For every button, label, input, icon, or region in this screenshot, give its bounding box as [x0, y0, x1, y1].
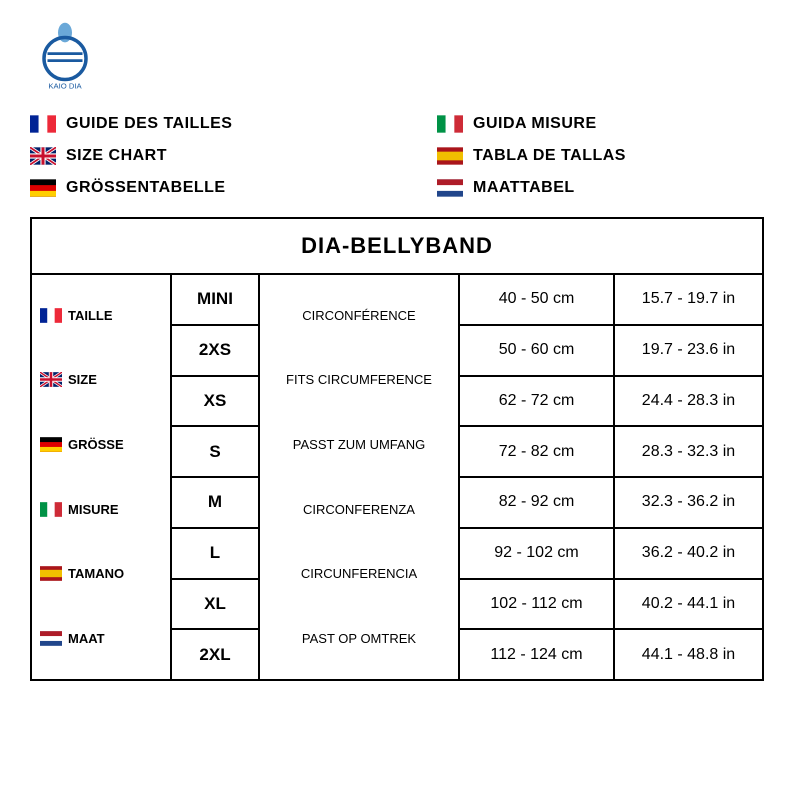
lang-label: TABLA DE TALLAS	[473, 147, 626, 165]
size-table: DIA-BELLYBAND TAILLE SIZE GRÖSSE MISURE …	[30, 217, 764, 681]
brand-logo: KAIO DIA	[30, 20, 764, 95]
size-cell: 2XS	[172, 326, 258, 377]
cm-cell: 72 - 82 cm	[460, 427, 613, 478]
size-cell: XS	[172, 377, 258, 428]
size-label-fr: TAILLE	[32, 308, 170, 323]
cm-cell: 112 - 124 cm	[460, 630, 613, 679]
lang-de: GRÖSSENTABELLE	[30, 179, 357, 197]
svg-text:KAIO DIA: KAIO DIA	[48, 82, 82, 90]
nl-flag-icon	[40, 631, 62, 646]
circ-label: CIRCUNFERENCIA	[260, 566, 458, 581]
in-cell: 24.4 - 28.3 in	[615, 377, 762, 428]
in-cell: 19.7 - 23.6 in	[615, 326, 762, 377]
size-label-de: GRÖSSE	[32, 437, 170, 452]
gb-flag-icon	[40, 372, 62, 387]
size-cell: M	[172, 478, 258, 529]
size-label-it: MISURE	[32, 502, 170, 517]
size-label-es: TAMANO	[32, 566, 170, 581]
circumference-column: CIRCONFÉRENCE FITS CIRCUMFERENCE PASST Z…	[260, 275, 460, 679]
size-word-column: TAILLE SIZE GRÖSSE MISURE TAMANO MAAT	[32, 275, 172, 679]
de-flag-icon	[30, 179, 56, 197]
gb-flag-icon	[30, 147, 56, 165]
lang-label: GRÖSSENTABELLE	[66, 179, 226, 197]
fr-flag-icon	[30, 115, 56, 133]
lang-gb: SIZE CHART	[30, 147, 357, 165]
size-label-gb: SIZE	[32, 372, 170, 387]
size-label-nl: MAAT	[32, 631, 170, 646]
in-cell: 40.2 - 44.1 in	[615, 580, 762, 631]
table-title: DIA-BELLYBAND	[32, 219, 762, 275]
circ-label: CIRCONFÉRENCE	[260, 308, 458, 323]
size-code-column: MINI 2XS XS S M L XL 2XL	[172, 275, 260, 679]
size-cell: S	[172, 427, 258, 478]
size-cell: MINI	[172, 275, 258, 326]
lang-fr: GUIDE DES TAILLES	[30, 115, 357, 133]
lang-es: TABLA DE TALLAS	[437, 147, 764, 165]
in-cell: 15.7 - 19.7 in	[615, 275, 762, 326]
es-flag-icon	[437, 147, 463, 165]
cm-cell: 102 - 112 cm	[460, 580, 613, 631]
in-cell: 28.3 - 32.3 in	[615, 427, 762, 478]
in-cell: 44.1 - 48.8 in	[615, 630, 762, 679]
lang-label: GUIDA MISURE	[473, 115, 597, 133]
cm-cell: 82 - 92 cm	[460, 478, 613, 529]
nl-flag-icon	[437, 179, 463, 197]
lang-nl: MAATTABEL	[437, 179, 764, 197]
circ-label: FITS CIRCUMFERENCE	[260, 372, 458, 387]
lang-label: GUIDE DES TAILLES	[66, 115, 232, 133]
in-column: 15.7 - 19.7 in 19.7 - 23.6 in 24.4 - 28.…	[615, 275, 762, 679]
es-flag-icon	[40, 566, 62, 581]
lang-it: GUIDA MISURE	[437, 115, 764, 133]
cm-cell: 62 - 72 cm	[460, 377, 613, 428]
size-cell: XL	[172, 580, 258, 631]
de-flag-icon	[40, 437, 62, 452]
lang-label: MAATTABEL	[473, 179, 575, 197]
size-cell: 2XL	[172, 630, 258, 679]
cm-cell: 40 - 50 cm	[460, 275, 613, 326]
in-cell: 36.2 - 40.2 in	[615, 529, 762, 580]
size-cell: L	[172, 529, 258, 580]
in-cell: 32.3 - 36.2 in	[615, 478, 762, 529]
cm-column: 40 - 50 cm 50 - 60 cm 62 - 72 cm 72 - 82…	[460, 275, 615, 679]
it-flag-icon	[437, 115, 463, 133]
circ-label: CIRCONFERENZA	[260, 502, 458, 517]
fr-flag-icon	[40, 308, 62, 323]
circ-label: PAST OP OMTREK	[260, 631, 458, 646]
language-titles: GUIDE DES TAILLES SIZE CHART GRÖSSENTABE…	[30, 115, 764, 197]
cm-cell: 92 - 102 cm	[460, 529, 613, 580]
it-flag-icon	[40, 502, 62, 517]
circ-label: PASST ZUM UMFANG	[260, 437, 458, 452]
cm-cell: 50 - 60 cm	[460, 326, 613, 377]
lang-label: SIZE CHART	[66, 147, 167, 165]
